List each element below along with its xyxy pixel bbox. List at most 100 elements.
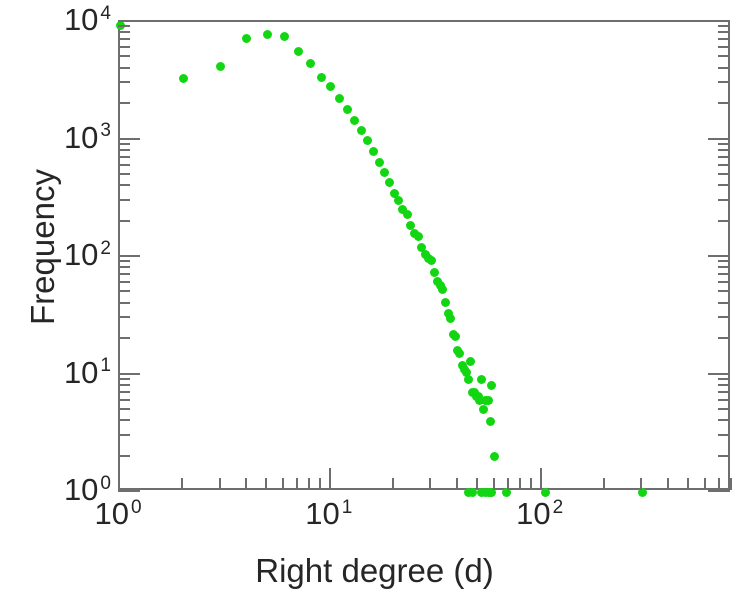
y-tick-major	[118, 137, 140, 140]
data-point	[426, 256, 436, 266]
y-tick-right-minor	[718, 172, 730, 175]
y-tick-minor	[118, 398, 130, 401]
y-tick-right-minor	[718, 81, 730, 84]
data-point	[487, 381, 497, 391]
y-tick-right-minor	[718, 316, 730, 319]
x-tick-top-minor	[603, 478, 606, 490]
y-tick-minor	[118, 316, 130, 319]
data-point	[385, 178, 395, 188]
y-tick-right-major	[708, 490, 730, 492]
data-point	[394, 196, 404, 206]
data-point	[369, 147, 379, 157]
data-point	[305, 59, 315, 69]
data-point	[501, 487, 511, 497]
data-point	[466, 356, 476, 366]
data-point	[335, 93, 345, 103]
y-tick-minor	[118, 266, 130, 269]
y-tick-right-minor	[718, 383, 730, 386]
x-axis-title: Right degree (d)	[255, 552, 494, 589]
x-tick-top-minor	[476, 478, 479, 490]
y-tick-right-minor	[718, 433, 730, 436]
y-tick-right-major	[708, 255, 730, 257]
y-tick-right-minor	[718, 273, 730, 276]
x-tick-top-minor	[730, 478, 732, 490]
data-point	[441, 297, 450, 307]
data-point	[279, 32, 289, 42]
y-tick-minor	[118, 172, 130, 175]
x-tick-top-minor	[319, 478, 322, 490]
y-tick-right-minor	[718, 290, 730, 293]
y-tick-minor	[118, 25, 130, 28]
x-tick-top-minor	[308, 478, 311, 490]
x-tick-label: 10 1	[305, 496, 353, 531]
x-tick-top-minor	[455, 478, 458, 490]
data-point	[637, 487, 647, 497]
data-point	[316, 72, 326, 82]
x-tick-top-minor	[703, 478, 706, 490]
data-point	[115, 20, 125, 30]
y-tick-minor	[118, 102, 130, 105]
y-tick-right-minor	[718, 198, 730, 201]
y-tick-label: 10 3	[63, 119, 111, 155]
data-point	[402, 209, 412, 219]
x-tick-top-major	[328, 468, 331, 490]
data-point	[417, 243, 427, 253]
data-point	[464, 375, 473, 385]
y-tick-minor	[118, 301, 130, 304]
y-tick-minor	[118, 407, 130, 410]
y-tick-label: 10 0	[63, 472, 111, 507]
y-tick-minor	[118, 337, 130, 340]
x-tick-top-minor	[492, 478, 495, 490]
plot-area	[115, 20, 730, 497]
y-tick-right-minor	[718, 46, 730, 49]
y-axis-title: Frequency	[24, 169, 61, 325]
y-tick-minor	[118, 377, 130, 380]
y-tick-major	[118, 255, 140, 257]
x-tick-top-major	[118, 468, 120, 490]
y-tick-minor	[118, 433, 130, 436]
y-tick-minor	[118, 55, 130, 58]
data-point	[293, 47, 303, 57]
data-point	[343, 105, 352, 114]
data-point	[477, 375, 487, 385]
x-tick-top-minor	[429, 478, 432, 490]
y-tick-minor	[118, 273, 130, 276]
data-point	[484, 396, 494, 406]
x-tick-top-minor	[265, 478, 268, 490]
data-point	[413, 231, 423, 241]
y-tick-major	[118, 20, 140, 22]
y-tick-minor	[118, 454, 130, 457]
y-tick-right-minor	[718, 301, 730, 304]
y-tick-right-minor	[718, 337, 730, 340]
y-tick-right-minor	[718, 31, 730, 34]
x-tick-top-minor	[529, 478, 532, 490]
y-tick-minor	[118, 46, 130, 49]
data-point	[350, 116, 360, 126]
data-point	[429, 267, 439, 277]
data-point	[475, 396, 485, 406]
y-tick-right-major	[708, 137, 730, 140]
y-tick-right-minor	[718, 454, 730, 457]
data-point	[446, 313, 456, 323]
data-point	[326, 82, 336, 92]
y-tick-right-minor	[718, 184, 730, 187]
x-tick-top-minor	[392, 478, 395, 490]
data-point	[438, 284, 448, 294]
y-tick-minor	[118, 290, 130, 293]
y-tick-label: 10 4	[63, 2, 111, 37]
y-tick-minor	[118, 31, 130, 34]
data-point	[490, 452, 500, 462]
y-tick-minor	[118, 81, 130, 84]
y-tick-minor	[118, 281, 130, 284]
y-tick-right-minor	[718, 377, 730, 380]
y-tick-minor	[118, 419, 130, 422]
y-tick-minor	[118, 383, 130, 386]
x-tick-top-minor	[181, 478, 184, 490]
x-tick-top-minor	[717, 478, 720, 490]
y-tick-right-minor	[718, 163, 730, 166]
y-tick-minor	[118, 38, 130, 41]
data-point	[406, 220, 416, 230]
data-point	[467, 487, 477, 497]
y-tick-right-minor	[718, 398, 730, 401]
